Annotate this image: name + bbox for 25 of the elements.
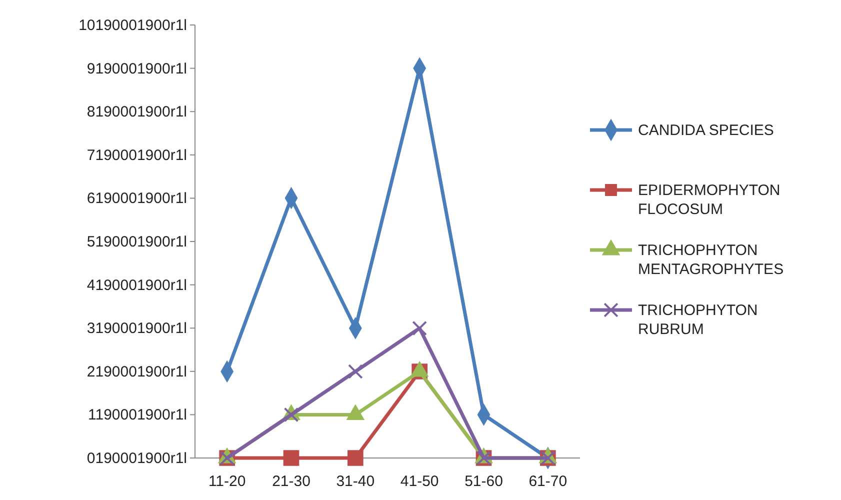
- point: [348, 450, 364, 466]
- text: 3190001900r1l: [86, 320, 187, 338]
- text: 4190001900r1l: [86, 276, 187, 294]
- text: 8190001900r1l: [86, 104, 187, 121]
- x-tick-label: 51-60: [464, 473, 503, 490]
- text: 0190001900r1l: [86, 450, 187, 467]
- text: 10190001900r1l: [78, 17, 187, 34]
- x-tick-label: 41-50: [400, 473, 439, 490]
- x-tick-label: 61-70: [528, 473, 568, 490]
- text: 7190001900r1l: [86, 146, 187, 164]
- x-tick-label: 31-40: [336, 473, 375, 490]
- x-tick-label: 21-30: [272, 473, 310, 490]
- text: 5190001900r1l: [86, 234, 187, 250]
- point: [412, 320, 428, 336]
- legend-label: EPIDERMOPHYTON FLOCOSUM: [638, 182, 780, 218]
- legend-label: CANDIDA SPECIES: [638, 122, 774, 139]
- text: 2190001900r1l: [86, 363, 187, 380]
- text: 1190001900r1l: [88, 406, 187, 424]
- text: 6190001900r1l: [86, 190, 187, 208]
- text: 9190001900r1l: [86, 60, 187, 78]
- x-tick-label: 11-20: [208, 473, 246, 490]
- legend-label: TRICHOPHYTON MENTAGROPHYTES: [638, 242, 784, 278]
- point: [348, 364, 363, 379]
- point: [283, 450, 300, 466]
- legend-label: TRICHOPHYTON RUBRUM: [638, 302, 758, 338]
